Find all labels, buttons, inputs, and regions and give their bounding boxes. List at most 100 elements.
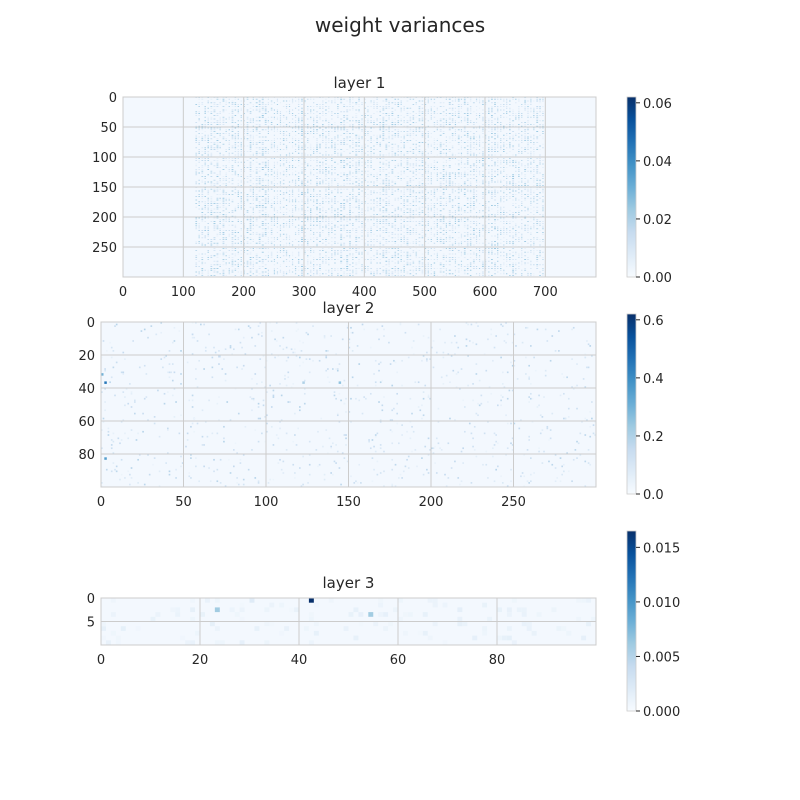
heatmap-cell bbox=[231, 221, 234, 222]
heatmap-cell bbox=[276, 169, 279, 170]
heatmap-cell bbox=[288, 161, 291, 163]
heatmap-cell bbox=[466, 111, 469, 113]
heatmap-cell bbox=[418, 241, 421, 242]
heatmap-cell bbox=[448, 201, 451, 203]
heatmap-cell bbox=[334, 214, 336, 215]
heatmap-cell bbox=[258, 237, 261, 239]
heatmap-cell bbox=[219, 174, 221, 176]
heatmap-cell bbox=[454, 174, 457, 176]
heatmap-cell bbox=[313, 221, 315, 222]
heatmap-cell bbox=[243, 120, 245, 122]
heatmap-cell bbox=[258, 125, 261, 127]
heatmap-cell bbox=[427, 145, 429, 147]
heatmap-cell bbox=[352, 271, 354, 273]
heatmap-cell bbox=[403, 212, 405, 213]
heatmap-cell bbox=[210, 255, 213, 257]
heatmap-cell bbox=[240, 124, 242, 125]
heatmap-cell bbox=[331, 250, 333, 251]
heatmap-cell bbox=[231, 170, 234, 172]
heatmap-cell bbox=[279, 124, 282, 125]
heatmap-cell bbox=[382, 250, 385, 251]
heatmap-cell bbox=[331, 169, 333, 170]
heatmap-cell bbox=[216, 143, 219, 145]
heatmap-cell bbox=[343, 273, 346, 275]
heatmap-cell bbox=[430, 136, 432, 138]
heatmap-cell bbox=[201, 138, 204, 140]
heatmap-cell bbox=[331, 115, 333, 116]
heatmap-cell bbox=[234, 242, 237, 244]
heatmap-cell bbox=[445, 260, 447, 262]
heatmap-cell bbox=[367, 259, 369, 260]
heatmap-cell bbox=[246, 134, 249, 136]
heatmap-cell bbox=[307, 192, 309, 194]
heatmap-cell bbox=[415, 232, 417, 233]
heatmap-cell bbox=[352, 176, 354, 177]
heatmap-cell bbox=[307, 133, 309, 134]
heatmap-cell bbox=[222, 219, 225, 221]
heatmap-cell bbox=[355, 244, 358, 246]
heatmap-cell bbox=[228, 154, 230, 156]
heatmap-cell bbox=[249, 228, 252, 230]
heatmap-cell bbox=[340, 124, 343, 125]
heatmap-cell bbox=[415, 266, 417, 267]
heatmap-cell bbox=[313, 151, 315, 152]
heatmap-cell bbox=[373, 107, 375, 109]
heatmap-cell bbox=[358, 208, 360, 210]
heatmap-cell bbox=[388, 134, 390, 136]
heatmap-cell bbox=[258, 111, 261, 113]
heatmap-cell bbox=[448, 172, 451, 174]
heatmap-cell bbox=[442, 143, 445, 145]
heatmap-cell bbox=[466, 124, 469, 125]
heatmap-cell bbox=[460, 154, 463, 156]
heatmap-cell bbox=[255, 127, 258, 129]
heatmap-cell bbox=[412, 192, 415, 194]
heatmap-cell bbox=[201, 271, 204, 273]
heatmap-cell bbox=[234, 127, 237, 129]
heatmap-cell bbox=[195, 172, 198, 174]
heatmap-cell bbox=[252, 239, 254, 240]
heatmap-cell bbox=[403, 260, 405, 262]
heatmap-cell bbox=[349, 206, 351, 208]
heatmap-cell bbox=[228, 133, 230, 134]
heatmap-cell bbox=[358, 169, 360, 170]
heatmap-cell bbox=[427, 273, 429, 275]
heatmap-cell bbox=[322, 172, 324, 174]
heatmap-cell bbox=[285, 271, 288, 273]
heatmap-cell bbox=[291, 199, 294, 201]
heatmap-cell bbox=[276, 201, 279, 203]
heatmap-cell bbox=[364, 154, 366, 156]
heatmap-cell bbox=[373, 224, 375, 226]
heatmap-cell bbox=[243, 167, 245, 168]
heatmap-cell bbox=[237, 268, 239, 269]
heatmap-cell bbox=[231, 116, 234, 118]
heatmap-cell bbox=[307, 206, 309, 208]
heatmap-cell bbox=[310, 275, 312, 276]
heatmap-cell bbox=[195, 134, 198, 136]
heatmap-cell bbox=[433, 203, 436, 204]
heatmap-cell bbox=[370, 116, 372, 118]
heatmap-cell bbox=[204, 201, 206, 203]
heatmap-cell bbox=[213, 215, 216, 217]
heatmap-cell bbox=[267, 104, 269, 105]
heatmap-cell bbox=[282, 192, 285, 194]
heatmap-cell bbox=[319, 259, 321, 260]
heatmap-cell bbox=[207, 145, 210, 147]
heatmap-cell bbox=[397, 248, 400, 249]
heatmap-cell bbox=[433, 111, 436, 113]
heatmap-cell bbox=[237, 262, 239, 264]
heatmap-cell bbox=[373, 210, 375, 212]
heatmap-cell bbox=[436, 275, 438, 276]
heatmap-cell bbox=[406, 115, 409, 116]
heatmap-cell bbox=[307, 165, 309, 167]
heatmap-cell bbox=[234, 161, 237, 163]
heatmap-cell bbox=[355, 127, 358, 129]
heatmap-cell bbox=[273, 116, 276, 118]
heatmap-cell bbox=[240, 109, 242, 111]
heatmap-cell bbox=[225, 109, 227, 111]
heatmap-cell bbox=[291, 160, 294, 161]
heatmap-cell bbox=[276, 271, 279, 273]
heatmap-cell bbox=[439, 185, 442, 186]
heatmap-cell bbox=[319, 253, 321, 255]
heatmap-cell bbox=[210, 107, 213, 109]
heatmap-cell bbox=[463, 235, 466, 237]
